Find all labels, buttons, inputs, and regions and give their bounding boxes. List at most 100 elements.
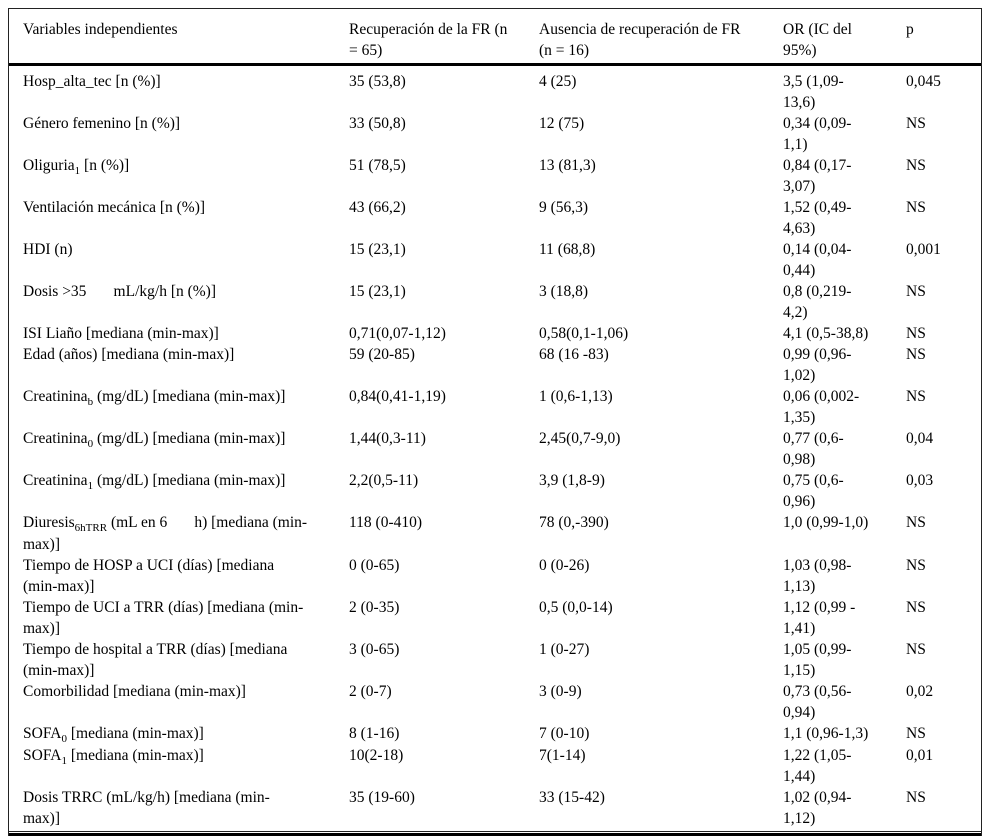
cell-recovery: 35 (19-60): [349, 789, 415, 807]
table-row: Creatinina1 (mg/dL) [mediana (min-max)] 2…: [9, 470, 981, 512]
cell-no-recovery: 11 (68,8): [539, 241, 596, 258]
cell-no-recovery: 0,5 (0,0-14): [539, 599, 613, 617]
cell-p: 0,045: [906, 73, 941, 90]
cell-p: NS: [906, 115, 926, 132]
cell-no-recovery: 0 (0-26): [539, 557, 590, 575]
table-row: Oliguria1 [n (%)] 51 (78,5) 13 (81,3) 0,84 …: [9, 155, 981, 197]
table-row: SOFA0 [mediana (min-max)] 8 (1-16) 7 (0-10…: [9, 723, 981, 745]
table-body: Hosp_alta_tec [n (%)] 35 (53,8) 4 (25) 3,5 …: [9, 65, 981, 832]
cell-no-recovery: 7 (0-10): [539, 725, 590, 743]
table-row: Tiempo de HOSP a UCI (días) [mediana (min…: [9, 555, 981, 597]
cell-p: NS: [906, 599, 926, 617]
cell-recovery: 1,44(0,3-11): [349, 430, 426, 447]
cell-or: 1,0 (0,99-1,0): [783, 514, 869, 531]
cell-variable: SOFA0 [mediana (min-max)]: [23, 725, 204, 746]
cell-p: NS: [906, 388, 926, 405]
cell-no-recovery: 1 (0-27): [539, 641, 590, 659]
column-header-no-recovery: Ausencia de recuperación de FR (n = 16): [539, 9, 783, 66]
cell-or: 1,05 (0,99- 1,15): [783, 641, 852, 680]
cell-no-recovery: 68 (16 -83): [539, 346, 609, 363]
cell-no-recovery: 0,58(0,1-1,06): [539, 325, 629, 342]
cell-recovery: 59 (20-85): [349, 346, 415, 363]
column-header-p: p: [906, 9, 981, 66]
cell-no-recovery: 4 (25): [539, 73, 577, 90]
cell-no-recovery: 1 (0,6-1,13): [539, 388, 613, 405]
cell-recovery: 0 (0-65): [349, 557, 400, 575]
cell-or: 0,14 (0,04- 0,44): [783, 241, 852, 279]
cell-no-recovery: 78 (0,-390): [539, 514, 609, 531]
cell-recovery: 3 (0-65): [349, 641, 400, 659]
cell-p: NS: [906, 725, 926, 743]
cell-or: 0,99 (0,96- 1,02): [783, 346, 852, 384]
cell-variable: SOFA1 [mediana (min-max)]: [23, 747, 204, 768]
cell-variable: Edad (años) [mediana (min-max)]: [23, 346, 235, 363]
cell-recovery: 51 (78,5): [349, 157, 406, 174]
cell-recovery: 15 (23,1): [349, 241, 406, 258]
cell-variable: Ventilación mecánica [n (%)]: [23, 199, 206, 216]
cell-variable: Tiempo de UCI a TRR (días) [mediana (min…: [23, 599, 304, 638]
table-row: Creatininab (mg/dL) [mediana (min-max)] 0…: [9, 386, 981, 428]
cell-no-recovery: 3 (18,8): [539, 283, 589, 300]
cell-or: 0,84 (0,17- 3,07): [783, 157, 852, 195]
cell-or: 0,77 (0,6- 0,98): [783, 430, 844, 468]
cell-recovery: 10(2-18): [349, 747, 404, 765]
table-row: ISI Liaño [mediana (min-max)] 0,71(0,07-1…: [9, 323, 981, 344]
cell-p: 0,02: [906, 683, 934, 701]
cell-variable: Creatinina0 (mg/dL) [mediana (min-max)]: [23, 430, 286, 451]
cell-p: NS: [906, 641, 926, 659]
cell-variable: Hosp_alta_tec [n (%)]: [23, 73, 161, 90]
cell-no-recovery: 3,9 (1,8-9): [539, 472, 605, 489]
cell-p: 0,01: [906, 747, 934, 765]
table-row: HDI (n) 15 (23,1) 11 (68,8) 0,14 (0,04- 0,44…: [9, 239, 981, 281]
cell-p: NS: [906, 789, 926, 807]
cell-recovery: 8 (1-16): [349, 725, 400, 743]
cell-or: 0,34 (0,09- 1,1): [783, 115, 852, 153]
cell-p: NS: [906, 514, 926, 531]
table-row: Hosp_alta_tec [n (%)] 35 (53,8) 4 (25) 3,5 …: [9, 65, 981, 114]
table-row: Diuresis6hTRR (mL en 6 h) [mediana (min-…: [9, 512, 981, 555]
cell-or: 1,02 (0,94- 1,12): [783, 789, 852, 828]
cell-or: 1,12 (0,99 -1,41): [783, 599, 856, 638]
table-row: Tiempo de hospital a TRR (días) [mediana…: [9, 639, 981, 681]
cell-no-recovery: 13 (81,3): [539, 157, 596, 174]
table-row: Ventilación mecánica [n (%)] 43 (66,2) 9 (…: [9, 197, 981, 239]
cell-variable: Oliguria1 [n (%)]: [23, 157, 130, 178]
cell-p: 0,04: [906, 430, 934, 447]
cell-or: 1,03 (0,98- 1,13): [783, 557, 852, 596]
cell-no-recovery: 9 (56,3): [539, 199, 589, 216]
cell-p: NS: [906, 557, 926, 575]
cell-recovery: 0,71(0,07-1,12): [349, 325, 446, 342]
cell-variable: Comorbilidad [mediana (min-max)]: [23, 683, 246, 701]
cell-recovery: 15 (23,1): [349, 283, 406, 300]
results-table: Variables independientes Recuperación de…: [9, 9, 981, 831]
cell-variable: Tiempo de hospital a TRR (días) [mediana…: [23, 641, 288, 680]
cell-recovery: 35 (53,8): [349, 73, 406, 90]
cell-recovery: 43 (66,2): [349, 199, 406, 216]
column-header-or-ci: OR (IC del 95%): [783, 9, 906, 66]
cell-or: 4,1 (0,5-38,8): [783, 325, 869, 342]
cell-recovery: 2 (0-7): [349, 683, 392, 701]
cell-p: NS: [906, 325, 926, 342]
cell-no-recovery: 33 (15-42): [539, 789, 605, 807]
table-row: Comorbilidad [mediana (min-max)] 2 (0-7) 3…: [9, 681, 981, 723]
table-bottom-rule: [9, 831, 981, 837]
cell-p: NS: [906, 199, 926, 216]
cell-p: 0,001: [906, 241, 941, 258]
cell-no-recovery: 2,45(0,7-9,0): [539, 430, 621, 447]
cell-recovery: 2,2(0,5-11): [349, 472, 419, 489]
cell-p: NS: [906, 283, 926, 300]
table-row: SOFA1 [mediana (min-max)] 10(2-18) 7(1-14)…: [9, 745, 981, 787]
cell-or: 0,75 (0,6- 0,96): [783, 472, 844, 510]
cell-recovery: 118 (0-410): [349, 514, 423, 531]
cell-or: 1,1 (0,96-1,3): [783, 725, 869, 743]
table-row: Dosis TRRC (mL/kg/h) [mediana (min-max)]…: [9, 787, 981, 831]
cell-variable: Creatininab (mg/dL) [mediana (min-max)]: [23, 388, 286, 409]
cell-recovery: 0,84(0,41-1,19): [349, 388, 446, 405]
table-row: Tiempo de UCI a TRR (días) [mediana (min…: [9, 597, 981, 639]
cell-variable: Dosis >35 mL/kg/h [n (%)]: [23, 283, 217, 300]
cell-or: 1,52 (0,49- 4,63): [783, 199, 852, 237]
results-table-frame: Variables independientes Recuperación de…: [8, 8, 982, 837]
cell-no-recovery: 7(1-14): [539, 747, 586, 765]
cell-variable: Diuresis6hTRR (mL en 6 h) [mediana (min-…: [23, 514, 308, 554]
cell-recovery: 2 (0-35): [349, 599, 400, 617]
